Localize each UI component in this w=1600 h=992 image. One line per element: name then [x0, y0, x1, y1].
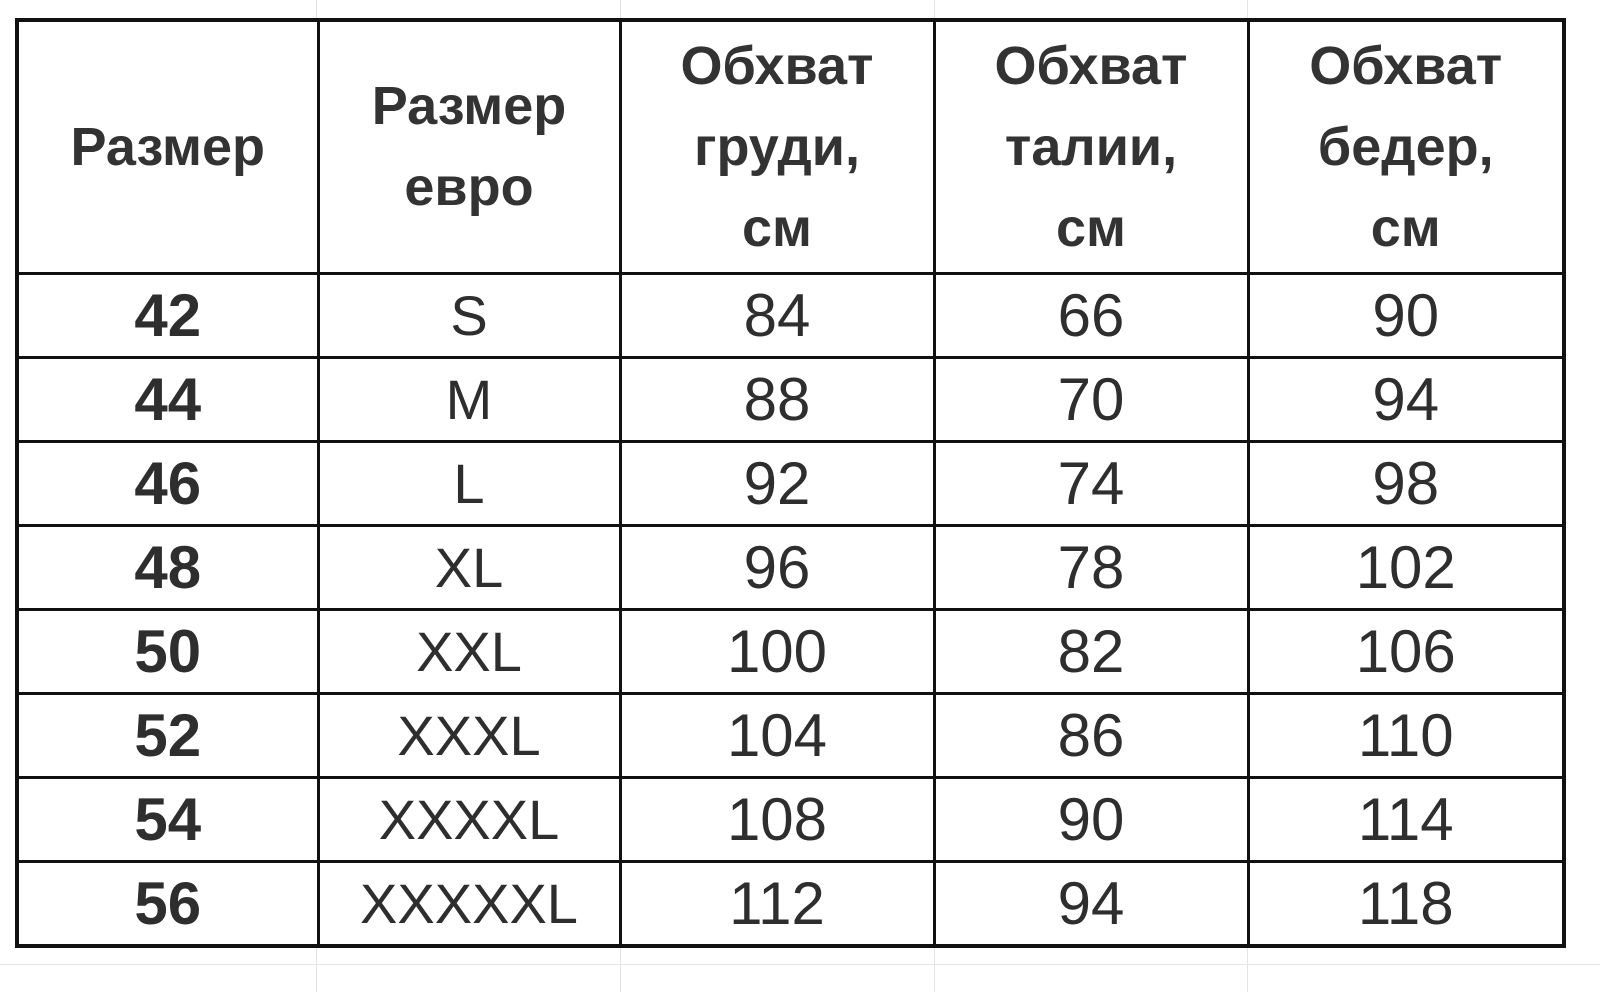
chest-cell: 100 — [618, 608, 936, 695]
hips-cell: 102 — [1246, 524, 1566, 611]
waist-cell: 86 — [932, 692, 1250, 779]
size-cell: 54 — [15, 776, 320, 863]
table-row: 54 XXXXL 108 90 114 — [15, 776, 1566, 863]
table-row: 56 XXXXXL 112 94 118 — [15, 860, 1566, 948]
hips-cell: 98 — [1246, 440, 1566, 527]
column-header: Обхват груди, см — [618, 18, 936, 275]
table-row: 48 XL 96 78 102 — [15, 524, 1566, 611]
table-row: 42 S 84 66 90 — [15, 272, 1566, 359]
size-cell: 52 — [15, 692, 320, 779]
waist-cell: 94 — [932, 860, 1250, 948]
size-chart-table: Размер Размер евро Обхват груди, см Обхват тали… — [15, 18, 1566, 948]
waist-cell: 82 — [932, 608, 1250, 695]
waist-cell: 66 — [932, 272, 1250, 359]
column-header-line: Обхват — [1309, 35, 1503, 96]
chest-cell: 88 — [618, 356, 936, 443]
euro-size-cell: XXXXL — [316, 776, 622, 863]
column-header-line: Обхват — [680, 35, 874, 96]
column-header-line: Обхват — [994, 35, 1188, 96]
column-header-line: см — [742, 197, 812, 258]
chest-cell: 112 — [618, 860, 936, 948]
column-header-line: Размер — [70, 116, 265, 177]
column-header: Обхват бедер, см — [1246, 18, 1566, 275]
size-cell: 56 — [15, 860, 320, 948]
hips-cell: 118 — [1246, 860, 1566, 948]
euro-size-cell: XXL — [316, 608, 622, 695]
waist-cell: 74 — [932, 440, 1250, 527]
euro-size-cell: XXXL — [316, 692, 622, 779]
column-header-line: см — [1370, 197, 1441, 258]
hips-cell: 110 — [1246, 692, 1566, 779]
column-header-line: см — [1056, 197, 1126, 258]
chest-cell: 104 — [618, 692, 936, 779]
chest-cell: 84 — [618, 272, 936, 359]
table-row: 50 XXL 100 82 106 — [15, 608, 1566, 695]
column-header-line: бедер, — [1317, 116, 1494, 177]
column-header: Обхват талии, см — [932, 18, 1250, 275]
size-cell: 44 — [15, 356, 320, 443]
euro-size-cell: XXXXXL — [316, 860, 622, 948]
column-header-line: груди, — [694, 116, 860, 177]
header-row: Размер Размер евро Обхват груди, см Обхват тали… — [15, 18, 1566, 275]
column-header-line: евро — [404, 157, 534, 217]
table-row: 52 XXXL 104 86 110 — [15, 692, 1566, 779]
hips-cell: 106 — [1246, 608, 1566, 695]
size-cell: 42 — [15, 272, 320, 359]
hips-cell: 94 — [1246, 356, 1566, 443]
size-cell: 48 — [15, 524, 320, 611]
waist-cell: 78 — [932, 524, 1250, 611]
column-header-line: Размер — [371, 76, 567, 136]
table-row: 44 M 88 70 94 — [15, 356, 1566, 443]
column-header: Размер евро — [316, 18, 622, 275]
chest-cell: 108 — [618, 776, 936, 863]
euro-size-cell: M — [316, 356, 622, 443]
waist-cell: 90 — [932, 776, 1250, 863]
column-header: Размер — [15, 18, 320, 275]
table-row: 46 L 92 74 98 — [15, 440, 1566, 527]
size-cell: 46 — [15, 440, 320, 527]
sheet-gridline — [0, 964, 1600, 965]
chest-cell: 96 — [618, 524, 936, 611]
table-body: 42 S 84 66 90 44 M 88 70 94 46 L 92 74 98 48 XL 96 78 102 50… — [15, 272, 1566, 948]
hips-cell: 90 — [1246, 272, 1566, 359]
waist-cell: 70 — [932, 356, 1250, 443]
column-header-line: талии, — [1004, 116, 1178, 177]
euro-size-cell: XL — [316, 524, 622, 611]
size-cell: 50 — [15, 608, 320, 695]
euro-size-cell: S — [316, 272, 622, 359]
hips-cell: 114 — [1246, 776, 1566, 863]
chest-cell: 92 — [618, 440, 936, 527]
euro-size-cell: L — [316, 440, 622, 527]
